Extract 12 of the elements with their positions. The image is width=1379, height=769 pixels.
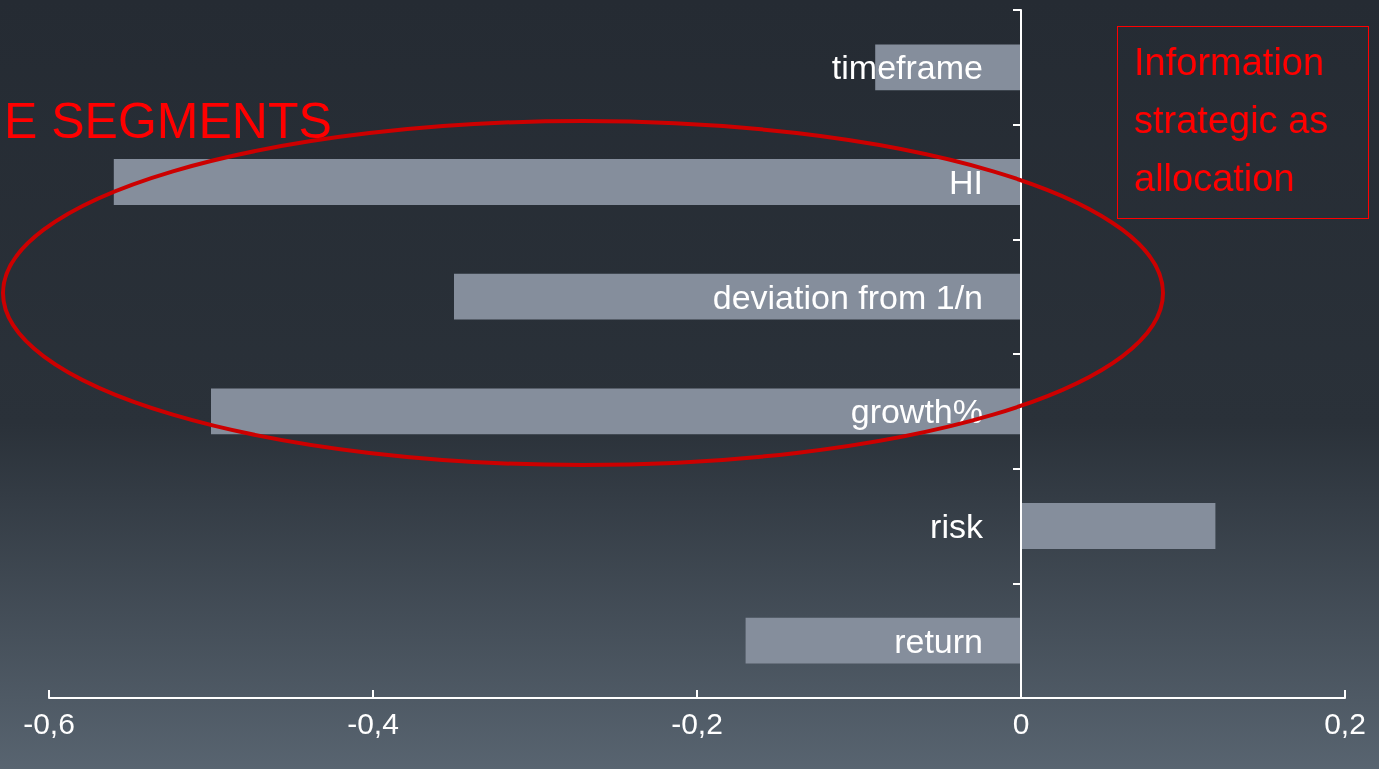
annotation: Information strategic as allocation xyxy=(1117,26,1369,219)
x-tick-label: 0,2 xyxy=(1324,706,1366,740)
y-tick-label: risk xyxy=(930,507,984,545)
x-tick-label: -0,6 xyxy=(23,706,75,740)
y-tick-label: growth% xyxy=(850,392,983,431)
annotation: E SEGMENTS xyxy=(4,92,332,150)
x-tick-label: -0,4 xyxy=(347,706,399,740)
y-tick-label: return xyxy=(894,621,983,660)
x-tick-label: 0 xyxy=(1012,706,1030,740)
x-tick-label: -0,2 xyxy=(671,706,723,740)
y-tick-label: HI xyxy=(949,163,983,201)
y-tick-label: deviation from 1/n xyxy=(712,277,983,316)
